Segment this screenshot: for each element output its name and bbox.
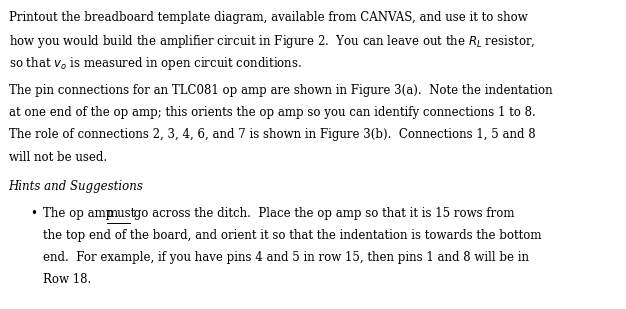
Text: Hints and Suggestions: Hints and Suggestions [9, 180, 143, 193]
Text: The op amp: The op amp [43, 207, 118, 220]
Text: so that $v_o$ is measured in open circuit conditions.: so that $v_o$ is measured in open circui… [9, 55, 302, 72]
Text: The role of connections 2, 3, 4, 6, and 7 is shown in Figure 3(b).  Connections : The role of connections 2, 3, 4, 6, and … [9, 129, 535, 142]
Text: the top end of the board, and orient it so that the indentation is towards the b: the top end of the board, and orient it … [43, 229, 541, 242]
Text: how you would build the amplifier circuit in Figure 2.  You can leave out the $R: how you would build the amplifier circui… [9, 33, 535, 50]
Text: •: • [31, 207, 38, 220]
Text: Printout the breadboard template diagram, available from CANVAS, and use it to s: Printout the breadboard template diagram… [9, 11, 527, 23]
Text: end.  For example, if you have pins 4 and 5 in row 15, then pins 1 and 8 will be: end. For example, if you have pins 4 and… [43, 251, 529, 264]
Text: Row 18.: Row 18. [43, 273, 91, 286]
Text: at one end of the op amp; this orients the op amp so you can identify connection: at one end of the op amp; this orients t… [9, 106, 535, 119]
Text: The pin connections for an TLC081 op amp are shown in Figure 3(a).  Note the ind: The pin connections for an TLC081 op amp… [9, 84, 552, 97]
Text: go across the ditch.  Place the op amp so that it is 15 rows from: go across the ditch. Place the op amp so… [130, 207, 515, 220]
Text: will not be used.: will not be used. [9, 150, 107, 163]
Text: must: must [107, 207, 136, 220]
